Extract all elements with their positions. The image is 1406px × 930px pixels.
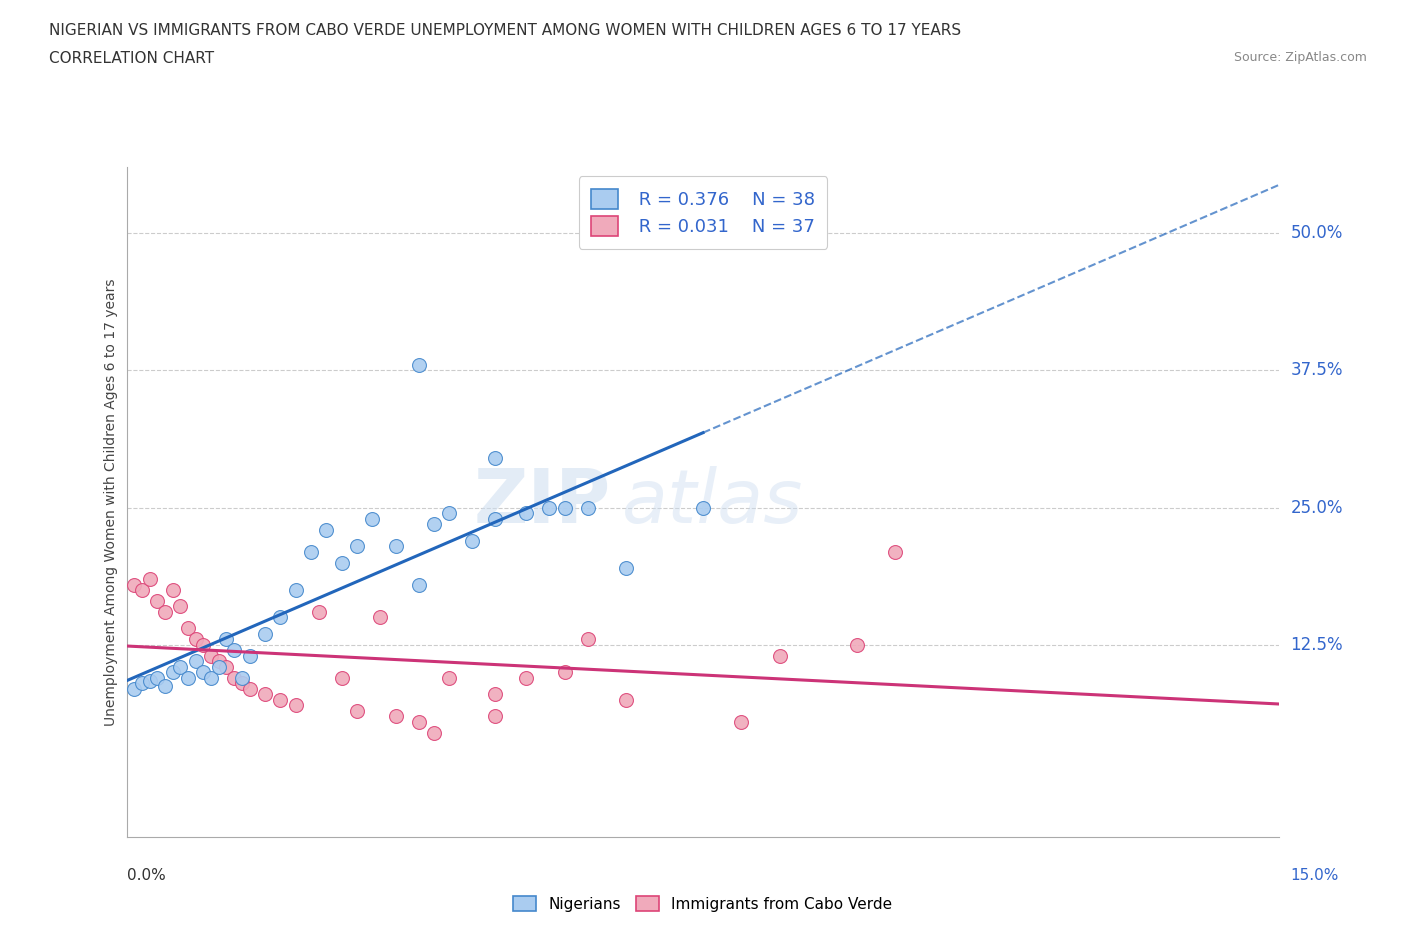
Legend:  R = 0.376    N = 38,  R = 0.031    N = 37: R = 0.376 N = 38, R = 0.031 N = 37	[579, 177, 827, 248]
Point	[153, 678, 176, 693]
Point	[162, 582, 184, 597]
Point	[200, 648, 222, 663]
Point	[238, 648, 260, 663]
Point	[384, 538, 406, 553]
Point	[215, 632, 238, 647]
Point	[224, 643, 246, 658]
Point	[346, 538, 368, 553]
Point	[884, 544, 907, 559]
Point	[554, 665, 576, 680]
Text: 50.0%: 50.0%	[1291, 224, 1343, 242]
Point	[330, 555, 353, 570]
Point	[138, 673, 160, 688]
Point	[346, 703, 368, 718]
Text: Source: ZipAtlas.com: Source: ZipAtlas.com	[1233, 51, 1367, 64]
Point	[122, 578, 145, 592]
Point	[692, 500, 714, 515]
Point	[515, 671, 537, 685]
Point	[484, 709, 506, 724]
Point	[299, 544, 322, 559]
Point	[208, 654, 231, 669]
Point	[153, 604, 176, 619]
Point	[515, 506, 537, 521]
Point	[253, 627, 276, 642]
Text: CORRELATION CHART: CORRELATION CHART	[49, 51, 214, 66]
Point	[315, 523, 337, 538]
Point	[576, 632, 599, 647]
Point	[439, 671, 461, 685]
Point	[269, 692, 291, 707]
Point	[146, 593, 169, 608]
Point	[614, 692, 637, 707]
Text: 0.0%: 0.0%	[127, 868, 166, 883]
Text: ZIP: ZIP	[474, 466, 610, 538]
Point	[576, 500, 599, 515]
Point	[769, 648, 792, 663]
Point	[368, 610, 391, 625]
Point	[384, 709, 406, 724]
Point	[138, 572, 160, 587]
Point	[253, 687, 276, 702]
Point	[484, 512, 506, 526]
Point	[131, 676, 153, 691]
Point	[284, 698, 307, 712]
Point	[484, 687, 506, 702]
Point	[730, 714, 752, 729]
Point	[208, 659, 231, 674]
Point	[177, 671, 200, 685]
Point	[184, 632, 207, 647]
Text: 12.5%: 12.5%	[1291, 636, 1343, 654]
Point	[231, 671, 253, 685]
Text: 15.0%: 15.0%	[1291, 868, 1339, 883]
Y-axis label: Unemployment Among Women with Children Ages 6 to 17 years: Unemployment Among Women with Children A…	[104, 278, 118, 726]
Text: 25.0%: 25.0%	[1291, 498, 1343, 517]
Point	[162, 665, 184, 680]
Point	[224, 671, 246, 685]
Point	[184, 654, 207, 669]
Point	[193, 665, 215, 680]
Text: atlas: atlas	[623, 466, 804, 538]
Point	[461, 533, 484, 548]
Point	[408, 714, 430, 729]
Text: 37.5%: 37.5%	[1291, 362, 1343, 379]
Point	[231, 676, 253, 691]
Point	[177, 621, 200, 636]
Point	[423, 725, 446, 740]
Point	[439, 506, 461, 521]
Point	[200, 671, 222, 685]
Point	[614, 561, 637, 576]
Point	[122, 682, 145, 697]
Point	[408, 578, 430, 592]
Point	[238, 682, 260, 697]
Point	[845, 637, 868, 652]
Point	[169, 659, 191, 674]
Point	[484, 451, 506, 466]
Point	[330, 671, 353, 685]
Point	[169, 599, 191, 614]
Point	[269, 610, 291, 625]
Point	[284, 582, 307, 597]
Point	[146, 671, 169, 685]
Text: NIGERIAN VS IMMIGRANTS FROM CABO VERDE UNEMPLOYMENT AMONG WOMEN WITH CHILDREN AG: NIGERIAN VS IMMIGRANTS FROM CABO VERDE U…	[49, 23, 962, 38]
Point	[361, 512, 384, 526]
Point	[131, 582, 153, 597]
Point	[308, 604, 330, 619]
Point	[193, 637, 215, 652]
Point	[554, 500, 576, 515]
Point	[538, 500, 561, 515]
Legend: Nigerians, Immigrants from Cabo Verde: Nigerians, Immigrants from Cabo Verde	[508, 889, 898, 918]
Point	[423, 517, 446, 532]
Point	[408, 357, 430, 372]
Point	[215, 659, 238, 674]
